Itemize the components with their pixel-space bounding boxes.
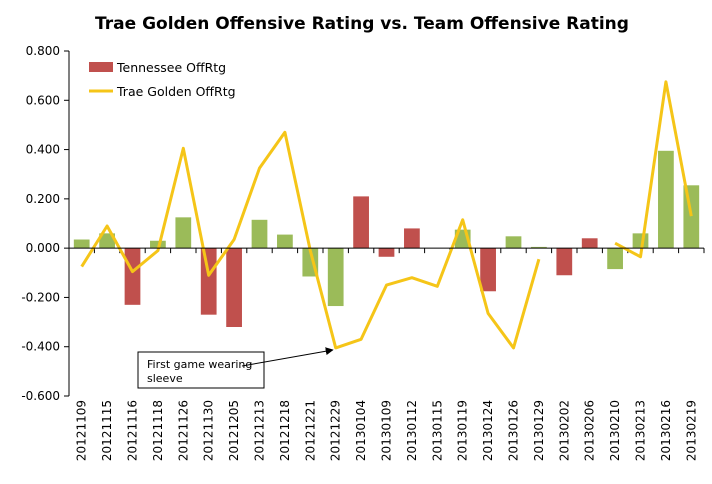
y-tick-label: -0.600 — [21, 389, 60, 403]
axes — [68, 51, 704, 396]
bar-20130210 — [607, 248, 623, 270]
bar-series — [73, 150, 700, 327]
bar-20121126 — [175, 217, 192, 249]
x-tick-label-20130219: 20130219 — [684, 400, 698, 461]
y-tick-label: 0.600 — [26, 93, 60, 107]
bar-20130112 — [404, 228, 420, 249]
bar-20121205 — [226, 248, 242, 327]
y-tick-label: 0.200 — [26, 192, 60, 206]
bar-20130124 — [480, 248, 496, 292]
x-tick-label-20121109: 20121109 — [75, 400, 89, 461]
x-tick-label-20121218: 20121218 — [278, 400, 292, 461]
x-tick-label-20121205: 20121205 — [227, 400, 241, 461]
bar-20130109 — [378, 248, 395, 257]
x-axis: 20121109 20121115 20121116 20121118 20121126… — [68, 248, 705, 461]
annotation-arrow — [241, 347, 334, 367]
legend-label-trae: Trae Golden OffRtg — [116, 84, 236, 99]
y-tick-label: -0.400 — [21, 340, 60, 354]
bar-20130213 — [632, 233, 649, 249]
x-tick-label-20121221: 20121221 — [303, 400, 317, 461]
bar-20121218 — [277, 234, 293, 249]
bar-20121115 — [99, 233, 115, 249]
bar-20130216 — [658, 150, 674, 249]
legend: Tennessee OffRtg Trae Golden OffRtg — [89, 60, 236, 99]
annotation-line-2: sleeve — [147, 372, 183, 385]
x-tick-label-20130119: 20130119 — [456, 400, 470, 461]
bar-20130206 — [581, 238, 598, 249]
x-tick-label-20121115: 20121115 — [100, 400, 114, 461]
x-tick-label-20121116: 20121116 — [126, 400, 140, 461]
x-tick-label-20121213: 20121213 — [253, 400, 267, 461]
bar-20130202 — [556, 248, 573, 276]
y-tick-label: 0.000 — [26, 241, 60, 255]
x-tick-label-20130109: 20130109 — [380, 400, 394, 461]
bar-20121109 — [73, 239, 90, 249]
legend-swatch-tennessee — [89, 62, 113, 72]
x-tick-label-20121130: 20121130 — [202, 400, 216, 461]
legend-label-tennessee: Tennessee OffRtg — [116, 60, 226, 75]
bar-20121229 — [327, 248, 344, 307]
annotation-box — [137, 351, 265, 389]
x-tick-label-20121118: 20121118 — [151, 400, 165, 461]
annotation-line-1: First game wearing — [147, 358, 252, 371]
x-tick-label-20130206: 20130206 — [583, 400, 597, 461]
x-tick-label-20130126: 20130126 — [507, 400, 521, 461]
x-tick-label-20121126: 20121126 — [176, 400, 190, 461]
x-tick-label-20121229: 20121229 — [329, 400, 343, 461]
x-tick-label-20130115: 20130115 — [430, 400, 444, 461]
x-tick-label-20130124: 20130124 — [481, 400, 495, 461]
y-tick-label: 0.400 — [26, 143, 60, 157]
bar-20121116 — [124, 248, 141, 305]
line-segment-2 — [614, 80, 693, 259]
bar-20130129 — [531, 246, 547, 249]
y-tick-label: 0.800 — [26, 44, 60, 58]
line-series — [80, 80, 693, 350]
y-axis: -0.600 -0.400 -0.200 0.000 0.200 0.400 0.600 0.… — [21, 44, 69, 403]
x-tick-label-20130104: 20130104 — [354, 400, 368, 461]
x-tick-label-20130216: 20130216 — [659, 400, 673, 461]
y-tick-label: -0.200 — [21, 290, 60, 304]
x-tick-label-20130129: 20130129 — [532, 400, 546, 461]
x-tick-label-20130210: 20130210 — [608, 400, 622, 461]
bar-20130104 — [353, 196, 369, 249]
bar-20121130 — [200, 248, 217, 315]
x-tick-label-20130202: 20130202 — [557, 400, 571, 461]
bar-20121213 — [251, 219, 268, 249]
chart-title: Trae Golden Offensive Rating vs. Team Of… — [95, 14, 629, 34]
x-tick-label-20130213: 20130213 — [634, 400, 648, 461]
annotation: First game wearing sleeve — [137, 347, 334, 389]
x-tick-label-20130112: 20130112 — [405, 400, 419, 461]
bar-20130126 — [505, 236, 522, 249]
line-segment-1 — [80, 130, 541, 350]
